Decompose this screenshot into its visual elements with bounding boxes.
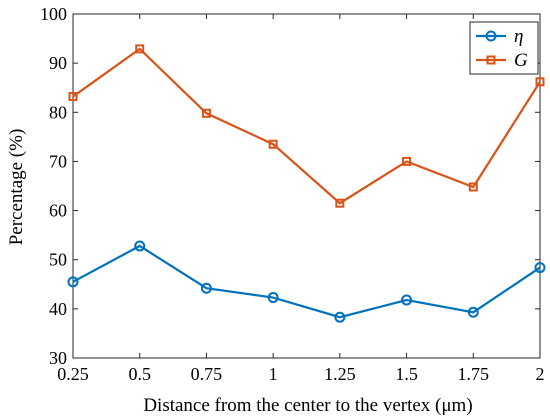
y-tick-label: 50 bbox=[49, 250, 67, 270]
plot-frame bbox=[72, 13, 541, 359]
legend-marker bbox=[485, 30, 497, 42]
x-axis-title: Distance from the center to the vertex (… bbox=[143, 395, 472, 416]
y-axis: 30 40 50 60 70 80 90 100 bbox=[40, 4, 540, 368]
legend: ηG bbox=[469, 21, 539, 75]
data-point bbox=[468, 182, 478, 192]
y-tick-label: 80 bbox=[49, 102, 67, 122]
data-point bbox=[534, 262, 546, 274]
data-point bbox=[335, 198, 345, 208]
x-tick-label: 0.5 bbox=[128, 364, 151, 384]
series-line bbox=[72, 47, 541, 205]
y-tick-label: 40 bbox=[49, 299, 67, 319]
data-point bbox=[268, 139, 278, 149]
y-axis-title: Percentage (%) bbox=[6, 129, 27, 246]
data-point bbox=[267, 292, 279, 304]
y-tick-label: 70 bbox=[49, 151, 67, 171]
x-axis: 0.25 0.5 0.75 1 1.25 1.5 1.75 2 bbox=[57, 14, 545, 384]
y-tick-label: 100 bbox=[40, 4, 67, 24]
legend-label: η bbox=[514, 26, 523, 47]
data-point bbox=[67, 276, 79, 288]
plot-area bbox=[72, 13, 541, 359]
data-point bbox=[135, 44, 145, 54]
data-point bbox=[68, 92, 78, 102]
x-tick-label: 1.25 bbox=[324, 364, 356, 384]
legend-label: G bbox=[514, 50, 528, 71]
data-point bbox=[402, 156, 412, 166]
series-layer bbox=[67, 44, 546, 323]
legend-box bbox=[469, 21, 539, 75]
y-tick-label: 60 bbox=[49, 201, 67, 221]
x-tick-label: 0.75 bbox=[191, 364, 223, 384]
legend-item: G bbox=[476, 50, 528, 71]
data-point bbox=[334, 311, 346, 323]
y-tick-label: 90 bbox=[49, 53, 67, 73]
data-point bbox=[201, 108, 211, 118]
x-tick-label: 1.75 bbox=[458, 364, 490, 384]
data-point bbox=[200, 282, 212, 294]
data-point bbox=[401, 294, 413, 306]
data-point bbox=[467, 306, 479, 318]
x-tick-label: 1.5 bbox=[395, 364, 418, 384]
series-g bbox=[68, 44, 545, 208]
x-tick-label: 2 bbox=[536, 364, 545, 384]
x-tick-label: 0.25 bbox=[57, 364, 89, 384]
legend-item: η bbox=[476, 26, 523, 47]
series-line bbox=[72, 244, 541, 319]
data-point bbox=[134, 240, 146, 252]
data-point bbox=[535, 77, 545, 87]
x-tick-label: 1 bbox=[269, 364, 278, 384]
series-eta bbox=[67, 240, 546, 323]
y-tick-label: 30 bbox=[49, 348, 67, 368]
legend-marker bbox=[486, 55, 496, 65]
